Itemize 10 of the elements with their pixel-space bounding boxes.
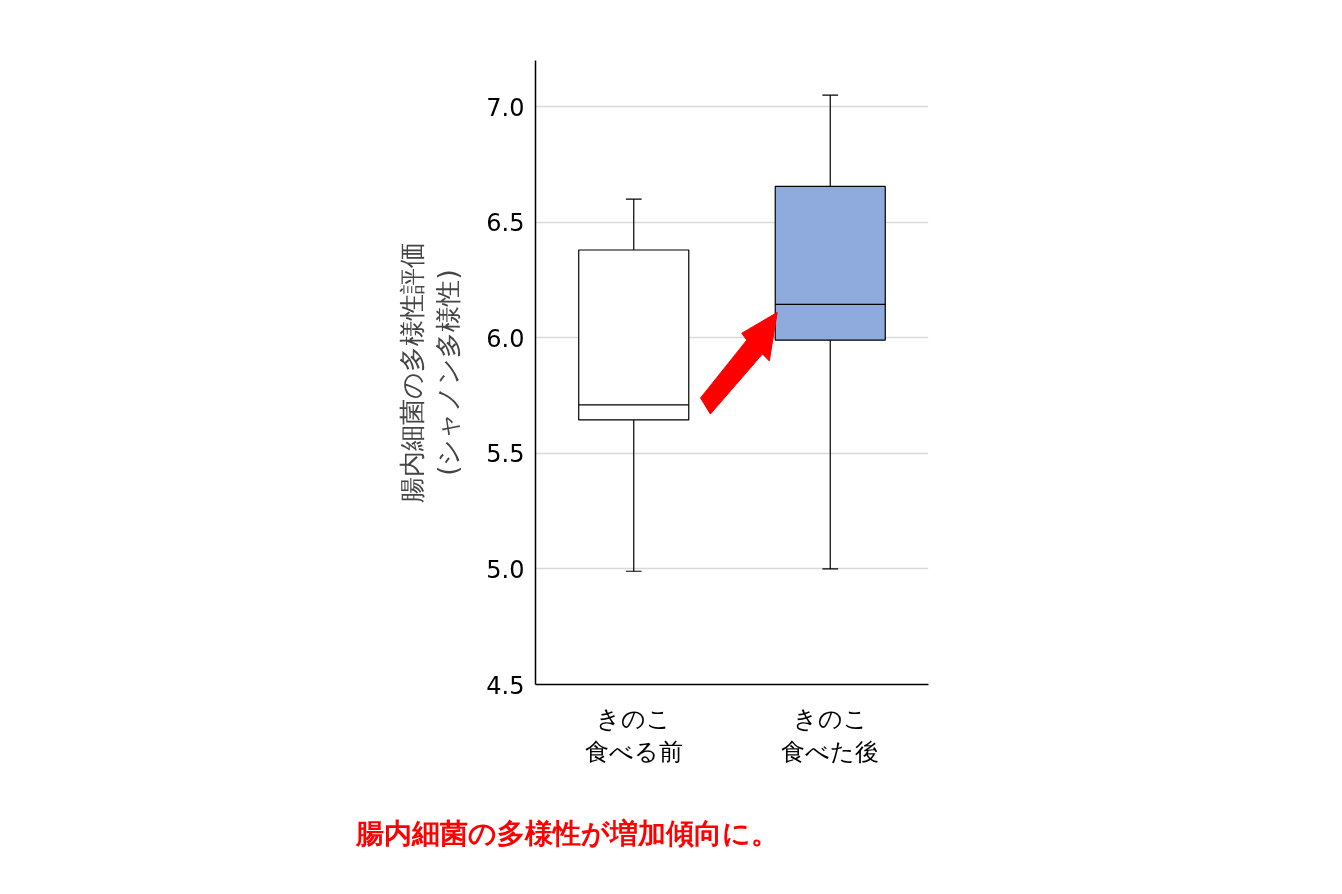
text: 腸内細菌の多様性が増加傾向に。	[354, 816, 779, 850]
y-axis-title: 腸内細菌の多様性評価 (シャノン多様性)	[397, 242, 464, 503]
y-tick-label: 7.0	[486, 93, 525, 122]
x-tick-label: きのこ食べる前	[584, 704, 683, 767]
y-tick-label: 6.5	[486, 209, 525, 238]
y-tick-label: 4.5	[486, 671, 525, 700]
y-tick-label: 6.0	[486, 324, 525, 353]
y-tick-label: 5.0	[486, 555, 525, 584]
x-tick-label: きのこ食べた後	[781, 704, 880, 767]
y-tick-label: 5.5	[486, 440, 525, 469]
